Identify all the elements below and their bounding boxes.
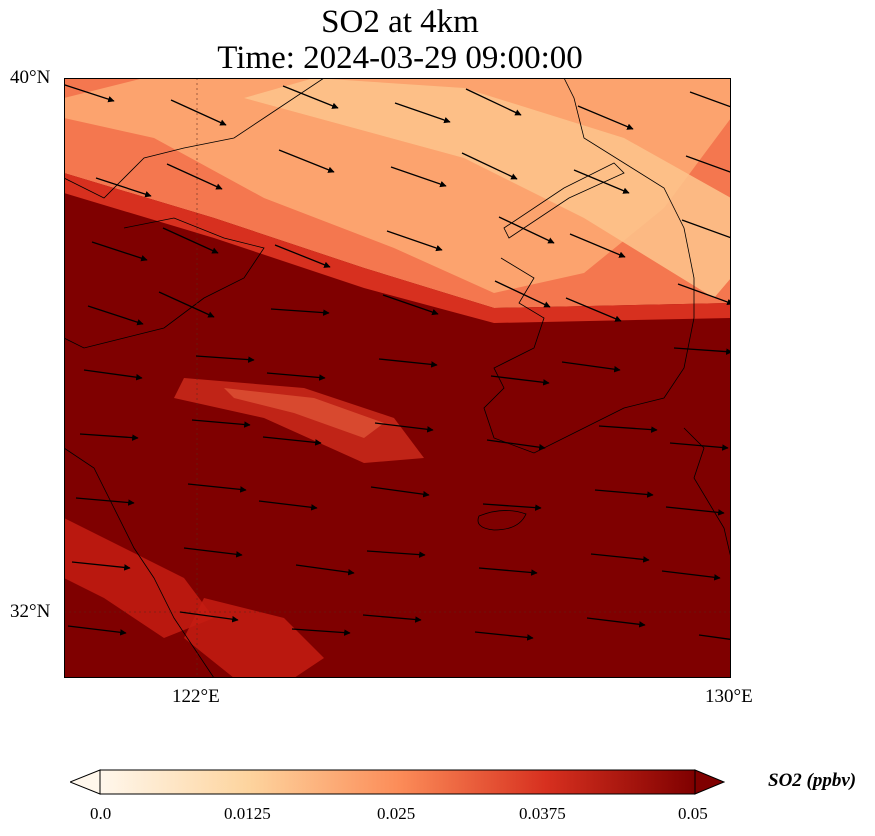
- lon-label-122e: 122°E: [172, 686, 220, 707]
- wind-vector-arrow: [64, 83, 115, 103]
- wind-vector-arrow: [698, 634, 731, 641]
- colorbar-tick-3: 0.0375: [519, 804, 566, 823]
- chart-title: SO2 at 4km: [321, 4, 479, 40]
- colorbar-label: SO2 (ppbv): [768, 770, 857, 791]
- so2-southwest-streak: [64, 518, 214, 638]
- coastline-china: [64, 78, 325, 199]
- wind-vector-arrow: [183, 547, 243, 558]
- wind-vector-arrow: [681, 219, 731, 242]
- coastline-jiangsu: [64, 447, 215, 678]
- coastline-shandong: [64, 217, 265, 349]
- lon-label-130e: 130°E: [705, 686, 753, 707]
- wind-vector-arrow: [394, 102, 451, 124]
- wind-vector-arrow: [95, 177, 152, 198]
- wind-vector-arrow: [162, 227, 219, 254]
- wind-vector-arrow: [673, 347, 731, 355]
- colorbar: [70, 769, 725, 795]
- wind-vector-arrow: [87, 305, 144, 326]
- wind-vector-arrow: [382, 294, 439, 316]
- wind-vector-arrow: [91, 241, 148, 262]
- wind-vector-arrow: [366, 550, 426, 558]
- wind-vector-arrow: [561, 361, 621, 373]
- so2-streak: [174, 378, 424, 463]
- japan-coast: [683, 427, 731, 559]
- wind-vector-arrow: [295, 564, 355, 576]
- colorbar-extend-high: [694, 769, 725, 795]
- lat-label-32n: 32°N: [10, 601, 51, 622]
- wind-vector-arrow: [461, 152, 518, 180]
- lat-label-40n: 40°N: [10, 67, 51, 88]
- wind-vector-arrow: [195, 355, 255, 363]
- wind-vector-arrow: [474, 631, 534, 641]
- wind-vector-arrow: [569, 233, 626, 258]
- wind-vector-arrow: [370, 486, 430, 498]
- wind-vector-arrow: [482, 503, 542, 511]
- wind-vector-arrow: [270, 308, 330, 316]
- wind-vector-arrow: [266, 372, 326, 381]
- coastline-yalu: [503, 162, 625, 239]
- colorbar-tick-0: 0.0: [90, 804, 112, 823]
- colorbar-gradient: [99, 769, 696, 795]
- so2-streak-inner: [224, 388, 384, 438]
- wind-vector-arrow: [689, 91, 731, 108]
- wind-vector-arrow: [170, 99, 227, 126]
- wind-vector-arrow: [362, 614, 422, 623]
- wind-vector-arrow: [498, 216, 555, 244]
- wind-vector-arrow: [374, 422, 434, 433]
- wind-vector-arrow: [598, 425, 658, 433]
- colorbar-tick-4: 0.05: [678, 804, 708, 823]
- chart-subtitle-time: Time: 2024-03-29 09:00:00: [217, 40, 583, 76]
- wind-vector-arrow: [390, 166, 447, 188]
- wind-vector-arrow: [669, 442, 729, 451]
- wind-vector-arrow: [262, 436, 322, 446]
- wind-vector-arrow: [661, 570, 721, 581]
- wind-vector-arrow: [590, 553, 650, 563]
- wind-vector-arrow: [158, 291, 215, 318]
- wind-vector-arrow: [565, 297, 622, 322]
- wind-vector-arrow: [191, 419, 251, 428]
- map-plot-area: [64, 78, 731, 678]
- wind-vector-arrow: [166, 163, 223, 190]
- wind-vector-arrow: [490, 375, 550, 386]
- wind-vector-arrow: [677, 283, 731, 306]
- wind-vector-arrow: [278, 149, 335, 173]
- map-frame: [64, 78, 731, 678]
- so2-mid-band: [64, 173, 731, 323]
- wind-vector-arrow: [573, 169, 630, 194]
- wind-vector-arrow: [83, 369, 143, 381]
- wind-vector-arrow: [465, 88, 522, 116]
- wind-vector-arrow: [282, 85, 339, 109]
- wind-vector-arrow: [67, 625, 127, 636]
- wind-vector-arrow: [79, 433, 139, 441]
- colorbar-tick-2: 0.025: [377, 804, 416, 823]
- wind-vector-arrow: [586, 617, 646, 628]
- wind-vector-arrow: [291, 628, 351, 636]
- wind-vector-arrow: [685, 155, 731, 174]
- wind-vector-arrow: [71, 561, 131, 571]
- wind-vector-arrow: [274, 244, 331, 268]
- colorbar-tick-1: 0.0125: [224, 804, 271, 823]
- wind-vector-arrow: [75, 497, 135, 506]
- wind-vector-arrow: [378, 358, 438, 368]
- wind-vector-arrow: [494, 280, 551, 308]
- colorbar-extend-low: [70, 769, 101, 795]
- wind-vector-arrow: [594, 489, 654, 498]
- wind-vector-arrow: [486, 439, 546, 451]
- coastline-korea: [483, 78, 695, 454]
- wind-vector-arrow: [179, 611, 239, 623]
- so2-palest-band: [244, 78, 731, 298]
- wind-vector-arrow: [478, 567, 538, 576]
- wind-vector-arrow: [187, 483, 247, 493]
- wind-vector-arrow: [386, 230, 443, 252]
- wind-vector-arrow: [577, 105, 634, 130]
- jeju-island: [477, 510, 527, 531]
- wind-vector-arrow: [258, 500, 318, 511]
- wind-vector-layer: [64, 83, 731, 641]
- wind-vector-arrow: [665, 506, 725, 516]
